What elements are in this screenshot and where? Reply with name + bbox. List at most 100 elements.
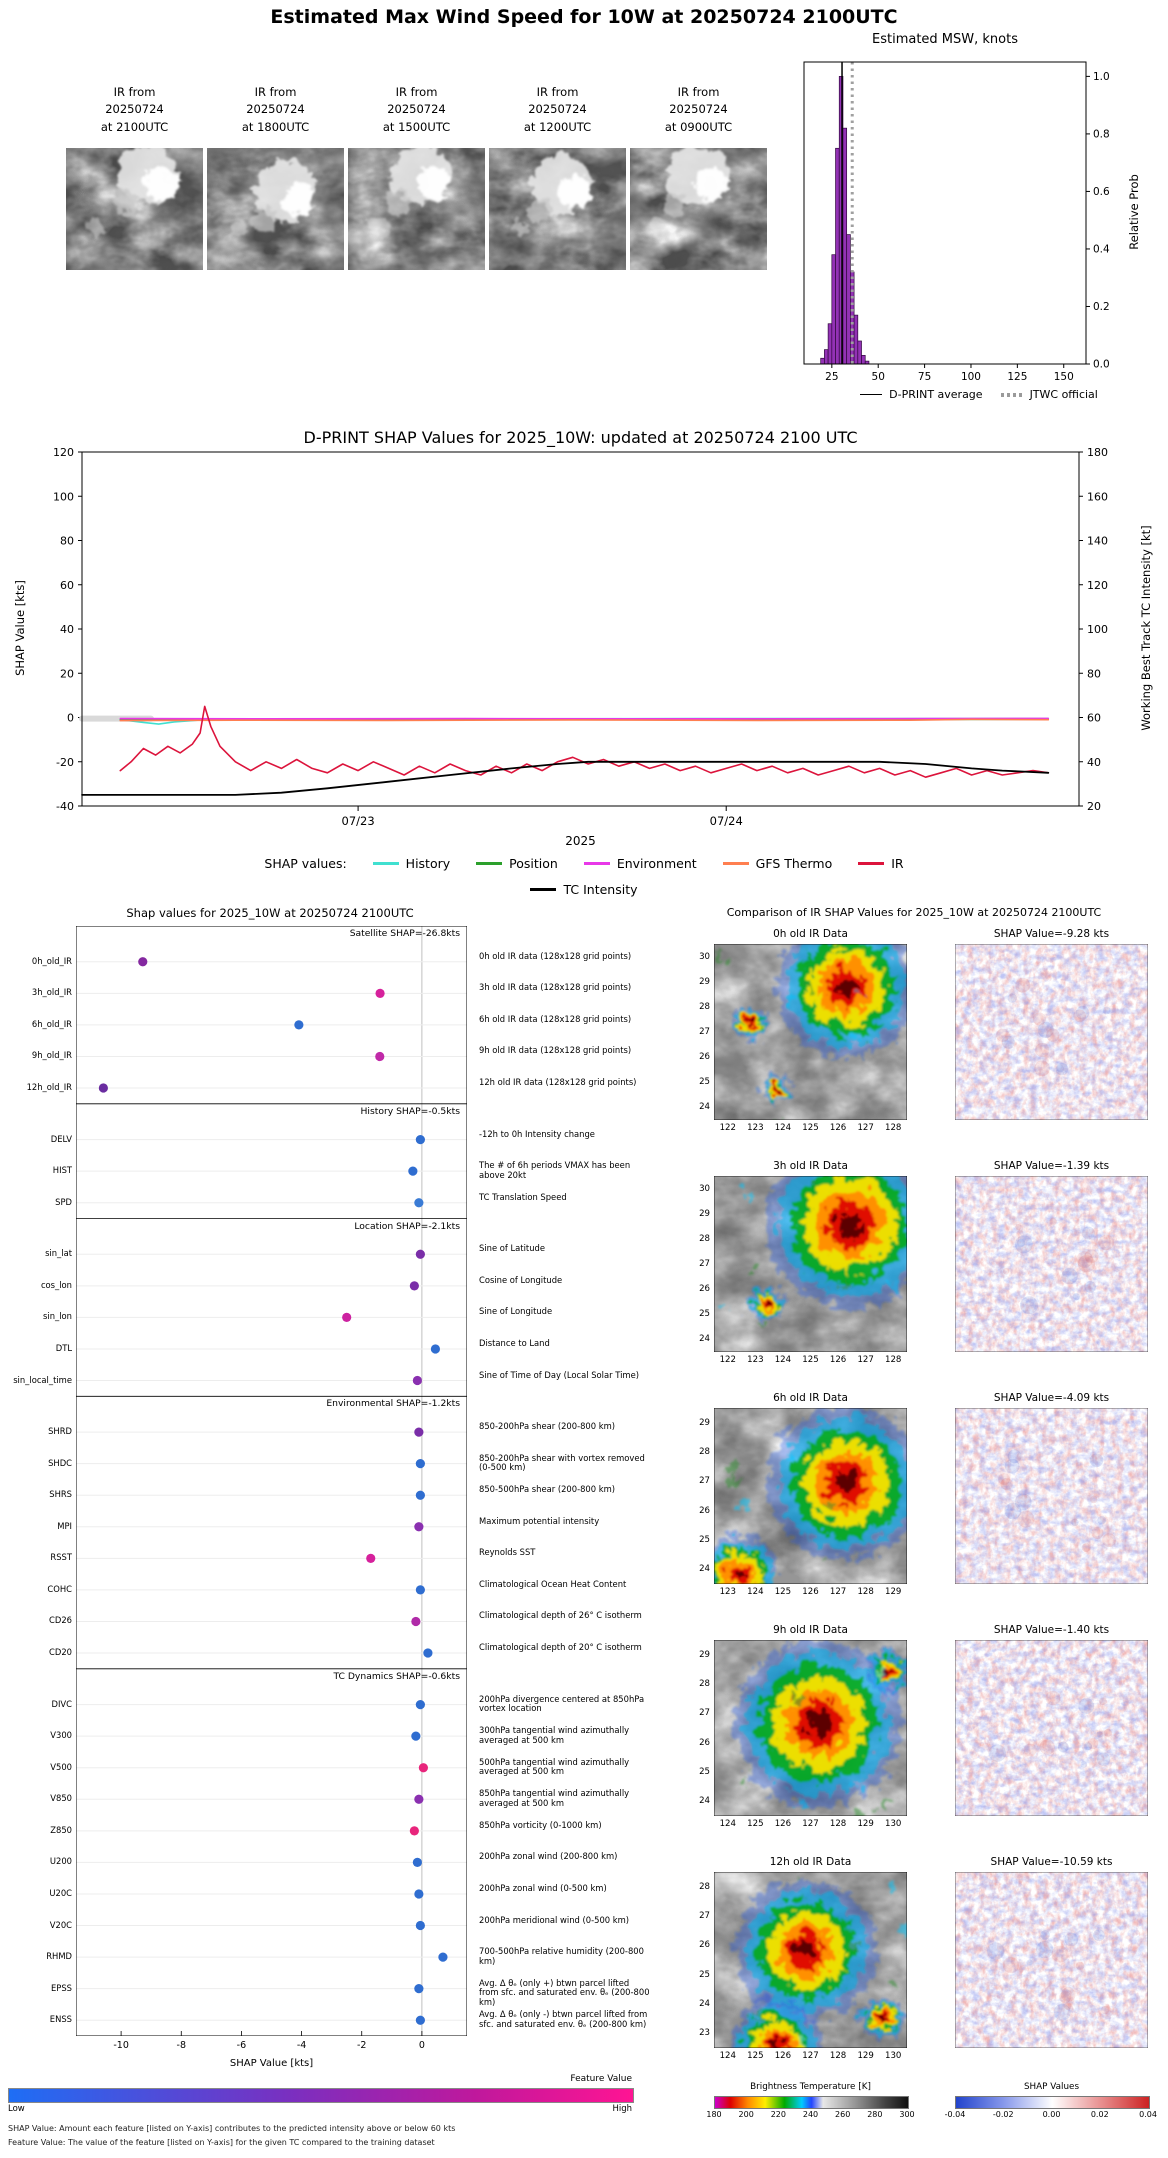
feature-label-DTL: DTL (55, 1342, 72, 1353)
shap-dotplot-panel: Shap values for 2025_10W at 20250724 210… (0, 902, 655, 2158)
line-swatch (530, 888, 557, 891)
ir-subplot-title: 9h old IR Data (773, 1624, 848, 1636)
hist-bar (846, 234, 851, 365)
legend-item-tc-intensity: TC Intensity (530, 882, 638, 897)
shap-cb-tick: -0.04 (944, 2110, 966, 2119)
shap-value-map (955, 1176, 1148, 1352)
shap-dot-HIST (408, 1166, 418, 1176)
legend-label: Position (509, 856, 558, 871)
ir-map-xtick: 128 (857, 1587, 874, 1597)
dotplot-xtick: 0 (418, 2040, 425, 2051)
feature-desc-COHC: Climatological Ocean Heat Content (479, 1578, 627, 1589)
ir-map-xtick: 125 (747, 2051, 764, 2061)
ir-map-xtick: 125 (802, 1123, 819, 1133)
svg-text:-20: -20 (56, 756, 74, 769)
ir-map-ytick: 27 (699, 1708, 710, 1719)
feature-label-V300: V300 (50, 1730, 72, 1741)
shap-cb-tick: 0.04 (1139, 2110, 1157, 2119)
line-swatch (722, 862, 749, 865)
ir-map-ytick: 26 (699, 1284, 710, 1295)
feature-desc-9h_old_IR: 9h old IR data (128x128 grid points) (479, 1045, 632, 1056)
shap-dot-0h_old_IR (138, 957, 148, 967)
shap-subplot-title: SHAP Value=-4.09 kts (993, 1392, 1110, 1404)
ir-map-xtick: 123 (747, 1123, 764, 1133)
dotplot-xtick: -10 (113, 2040, 129, 2051)
ir-map-xtick: 130 (885, 1819, 902, 1829)
ir-thumbnail-label: IR from 20250724 at 1200UTC (523, 85, 592, 134)
dotted-line-swatch (1000, 392, 1023, 397)
ir-map-ytick: 24 (699, 1564, 710, 1575)
dotplot-xtick: -2 (356, 2040, 367, 2051)
line-swatch (476, 862, 503, 865)
shap-dot-SHRS (415, 1490, 425, 1500)
feature-desc-SHRS: 850-500hPa shear (200-800 km) (479, 1484, 616, 1495)
timeseries-legend-row1: SHAP values: History Position Environment GF… (0, 856, 1168, 871)
feature-label-Z850: Z850 (50, 1824, 72, 1835)
ir-map-ytick: 28 (699, 1679, 710, 1689)
feature-label-COHC: COHC (47, 1583, 72, 1594)
shap-dot-sin_lon (342, 1312, 352, 1323)
ir-map-xtick: 127 (802, 1819, 819, 1829)
shap-value-map (955, 1872, 1148, 2048)
ir-map-xtick: 124 (774, 1123, 792, 1133)
series-tc-intensity (81, 760, 1050, 796)
bt-tick: 200 (738, 2110, 754, 2119)
ir-map-ytick: 25 (699, 1309, 710, 1320)
ir-thumbnail-image (66, 148, 203, 270)
feature-desc-6h_old_IR: 6h old IR data (128x128 grid points) (479, 1013, 632, 1024)
svg-text:0.6: 0.6 (1093, 186, 1110, 198)
line-swatch (583, 862, 610, 865)
ir-map-ytick: 29 (699, 1417, 710, 1428)
timeseries-title: D-PRINT SHAP Values for 2025_10W: update… (303, 428, 858, 447)
feature-value-colorbar-title: Feature Value (570, 2074, 632, 2084)
shap-dot-MPI (414, 1522, 424, 1532)
feature-label-3h_old_IR: 3h_old_IR (31, 987, 72, 998)
ir-thumbnail-image (348, 148, 485, 270)
dotplot-footnote-1: SHAP Value: Amount each feature [listed … (8, 2124, 456, 2133)
shap-dot-EPSS (414, 1984, 424, 1994)
feature-label-SHRS: SHRS (49, 1489, 72, 1500)
shap-subplot-title: SHAP Value=-1.40 kts (993, 1624, 1110, 1636)
svg-text:80: 80 (60, 535, 74, 548)
ir-data-map (714, 1176, 907, 1352)
svg-text:40: 40 (1087, 756, 1101, 769)
feature-label-DELV: DELV (50, 1133, 72, 1144)
shap-timeseries-panel: D-PRINT SHAP Values for 2025_10W: update… (0, 428, 1168, 900)
feature-desc-U200: 200hPa zonal wind (200-800 km) (479, 1851, 618, 1862)
ir-map-xtick: 126 (774, 1819, 792, 1829)
ir-subplot-title: 12h old IR Data (769, 1856, 852, 1868)
hist-bar (831, 254, 836, 365)
hist-bar (835, 147, 840, 365)
feature-desc-DELV: -12h to 0h Intensity change (479, 1128, 595, 1139)
feature-label-U200: U200 (49, 1856, 72, 1867)
legend-item-ir: IR (858, 856, 904, 871)
feature-desc-sin_local_time: Sine of Time of Day (Local Solar Time) (479, 1369, 639, 1380)
legend-label: IR (891, 856, 904, 871)
shap-dot-sin_lat (415, 1249, 425, 1259)
ir-map-ytick: 24 (699, 1334, 710, 1345)
feature-desc-ENSS: Avg. Δ θₑ (only -) btwn parcel lifted fr… (479, 2009, 648, 2029)
feature-desc-RSST: Reynolds SST (479, 1547, 536, 1558)
shap-dot-CD26 (411, 1616, 421, 1627)
shap-subplot-title: SHAP Value=-1.39 kts (993, 1160, 1110, 1172)
line-swatch (372, 862, 399, 865)
ir-map-xtick: 125 (802, 1355, 819, 1365)
ir-map-xtick: 125 (774, 1587, 792, 1597)
feature-label-U20C: U20C (49, 1887, 72, 1898)
ir-map-xtick: 126 (774, 2051, 792, 2061)
ir-map-xtick: 129 (857, 2051, 874, 2061)
timeseries-xlabel: 2025 (565, 834, 596, 848)
hist-bar (861, 355, 866, 365)
feature-desc-V500: 500hPa tangential wind azimuthally avera… (479, 1756, 630, 1777)
feature-desc-sin_lat: Sine of Latitude (479, 1243, 545, 1254)
group-header: Location SHAP=-2.1kts (354, 1220, 460, 1232)
ir-thumbnail: IR from 20250724 at 1200UTC (489, 84, 626, 284)
shap-cb-tick: -0.02 (992, 2110, 1014, 2119)
ir-map-ytick: 24 (699, 1999, 710, 2009)
feature-desc-RHMD: 700-500hPa relative humidity (200-800 km… (479, 1946, 644, 1966)
shap-subplot-title: SHAP Value=-9.28 kts (993, 928, 1110, 940)
histogram-legend-label: JTWC official (1029, 388, 1098, 401)
feature-desc-DIVC: 200hPa divergence centered at 850hPa vor… (479, 1693, 645, 1714)
shap-dot-sin_local_time (412, 1375, 422, 1386)
